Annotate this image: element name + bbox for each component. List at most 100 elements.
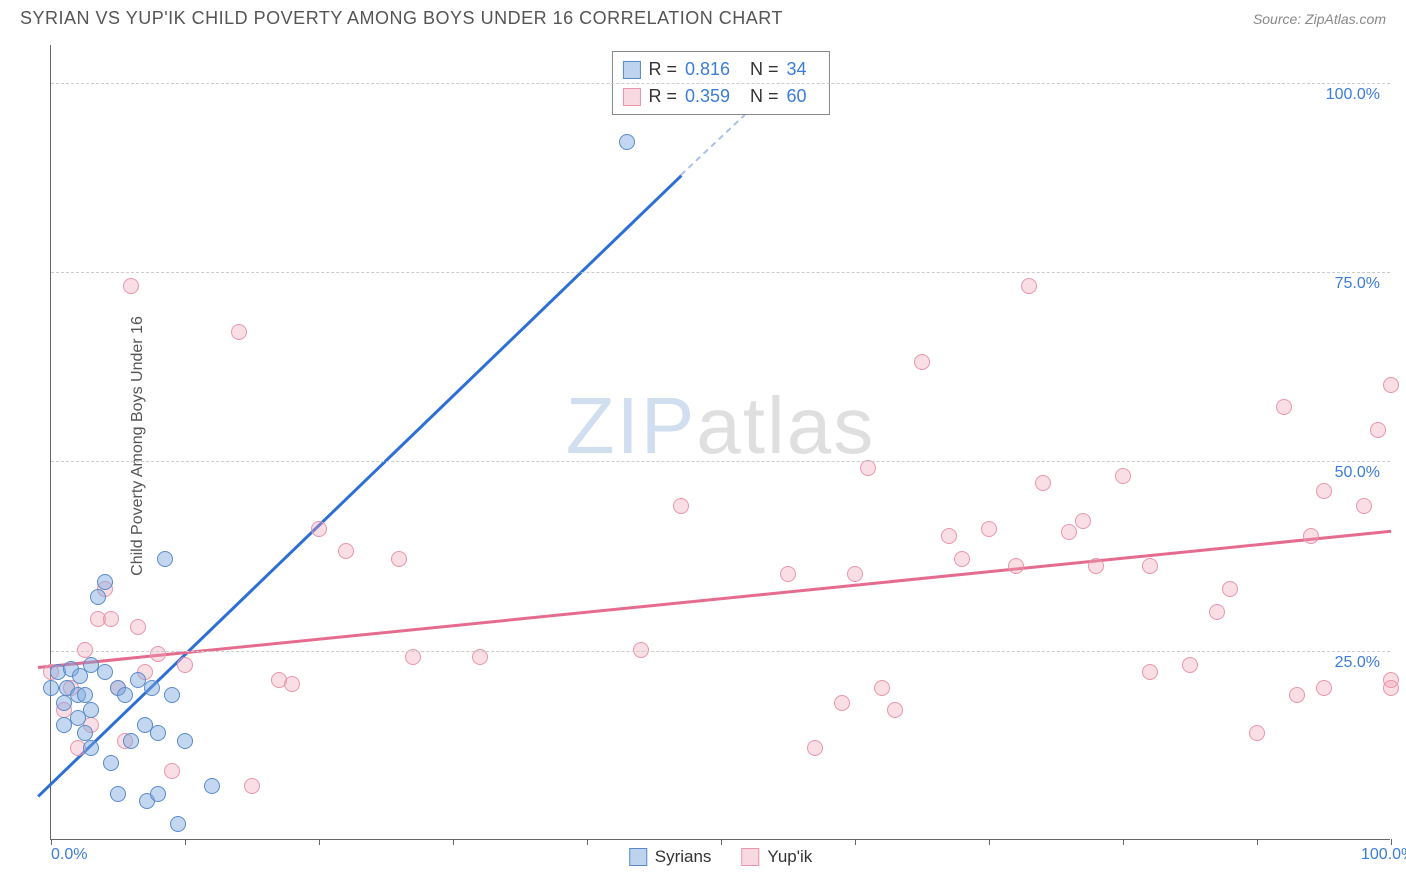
data-point — [1222, 581, 1238, 597]
series-legend: Syrians Yup'ik — [629, 847, 813, 867]
swatch-yupik-icon — [741, 848, 759, 866]
gridline — [51, 83, 1390, 84]
data-point — [157, 551, 173, 567]
x-tick — [185, 839, 186, 845]
data-point — [170, 816, 186, 832]
x-tick-label: 100.0% — [1361, 846, 1406, 864]
x-tick — [1123, 839, 1124, 845]
data-point — [244, 778, 260, 794]
data-point — [311, 521, 327, 537]
data-point — [1316, 483, 1332, 499]
header-bar: SYRIAN VS YUP'IK CHILD POVERTY AMONG BOY… — [0, 0, 1406, 33]
r-label: R = — [648, 83, 677, 110]
source-attribution: Source: ZipAtlas.com — [1253, 11, 1386, 27]
trend-line — [37, 174, 682, 797]
chart-title: SYRIAN VS YUP'IK CHILD POVERTY AMONG BOY… — [20, 8, 783, 29]
data-point — [1035, 475, 1051, 491]
x-tick — [989, 839, 990, 845]
data-point — [110, 786, 126, 802]
legend-label-syrian: Syrians — [655, 847, 712, 867]
source-prefix: Source: — [1253, 11, 1305, 27]
data-point — [1316, 680, 1332, 696]
y-tick-label: 75.0% — [1335, 275, 1380, 293]
data-point — [164, 763, 180, 779]
data-point — [807, 740, 823, 756]
data-point — [981, 521, 997, 537]
data-point — [150, 646, 166, 662]
data-point — [1008, 558, 1024, 574]
data-point — [77, 725, 93, 741]
data-point — [780, 566, 796, 582]
data-point — [144, 680, 160, 696]
data-point — [231, 324, 247, 340]
data-point — [1289, 687, 1305, 703]
data-point — [673, 498, 689, 514]
x-tick-label: 0.0% — [51, 846, 87, 864]
data-point — [103, 755, 119, 771]
data-point — [887, 702, 903, 718]
data-point — [83, 702, 99, 718]
r-label: R = — [648, 56, 677, 83]
data-point — [204, 778, 220, 794]
data-point — [1061, 524, 1077, 540]
x-tick — [51, 839, 52, 845]
swatch-syrian-icon — [622, 61, 640, 79]
x-tick — [855, 839, 856, 845]
data-point — [1249, 725, 1265, 741]
data-point — [338, 543, 354, 559]
gridline — [51, 651, 1390, 652]
stats-row-syrian: R = 0.816 N = 34 — [622, 56, 818, 83]
data-point — [177, 657, 193, 673]
x-tick — [1391, 839, 1392, 845]
data-point — [1182, 657, 1198, 673]
x-tick — [453, 839, 454, 845]
data-point — [97, 574, 113, 590]
data-point — [1021, 278, 1037, 294]
data-point — [284, 676, 300, 692]
data-point — [164, 687, 180, 703]
x-tick — [319, 839, 320, 845]
legend-label-yupik: Yup'ik — [767, 847, 812, 867]
x-tick — [721, 839, 722, 845]
data-point — [150, 725, 166, 741]
data-point — [847, 566, 863, 582]
data-point — [1115, 468, 1131, 484]
n-label: N = — [750, 83, 779, 110]
data-point — [1276, 399, 1292, 415]
y-tick-label: 100.0% — [1326, 86, 1380, 104]
data-point — [1209, 604, 1225, 620]
data-point — [77, 687, 93, 703]
data-point — [1075, 513, 1091, 529]
x-tick — [587, 839, 588, 845]
stats-row-yupik: R = 0.359 N = 60 — [622, 83, 818, 110]
gridline — [51, 461, 1390, 462]
data-point — [1303, 528, 1319, 544]
data-point — [103, 611, 119, 627]
data-point — [117, 687, 133, 703]
n-label: N = — [750, 56, 779, 83]
data-point — [1088, 558, 1104, 574]
n-value-yupik: 60 — [787, 83, 807, 110]
data-point — [619, 134, 635, 150]
data-point — [1383, 680, 1399, 696]
r-value-syrian: 0.816 — [685, 56, 730, 83]
r-value-yupik: 0.359 — [685, 83, 730, 110]
data-point — [90, 589, 106, 605]
data-point — [1370, 422, 1386, 438]
data-point — [941, 528, 957, 544]
data-point — [43, 680, 59, 696]
data-point — [150, 786, 166, 802]
data-point — [177, 733, 193, 749]
n-value-syrian: 34 — [787, 56, 807, 83]
chart-plot-area: ZIPatlas R = 0.816 N = 34 R = 0.359 N = … — [50, 45, 1390, 840]
source-name: ZipAtlas.com — [1305, 11, 1386, 27]
legend-item-syrian: Syrians — [629, 847, 712, 867]
swatch-yupik-icon — [622, 88, 640, 106]
data-point — [914, 354, 930, 370]
scatter-plot — [51, 45, 1390, 839]
data-point — [97, 664, 113, 680]
data-point — [1142, 664, 1158, 680]
y-tick-label: 50.0% — [1335, 464, 1380, 482]
data-point — [83, 740, 99, 756]
y-tick-label: 25.0% — [1335, 654, 1380, 672]
